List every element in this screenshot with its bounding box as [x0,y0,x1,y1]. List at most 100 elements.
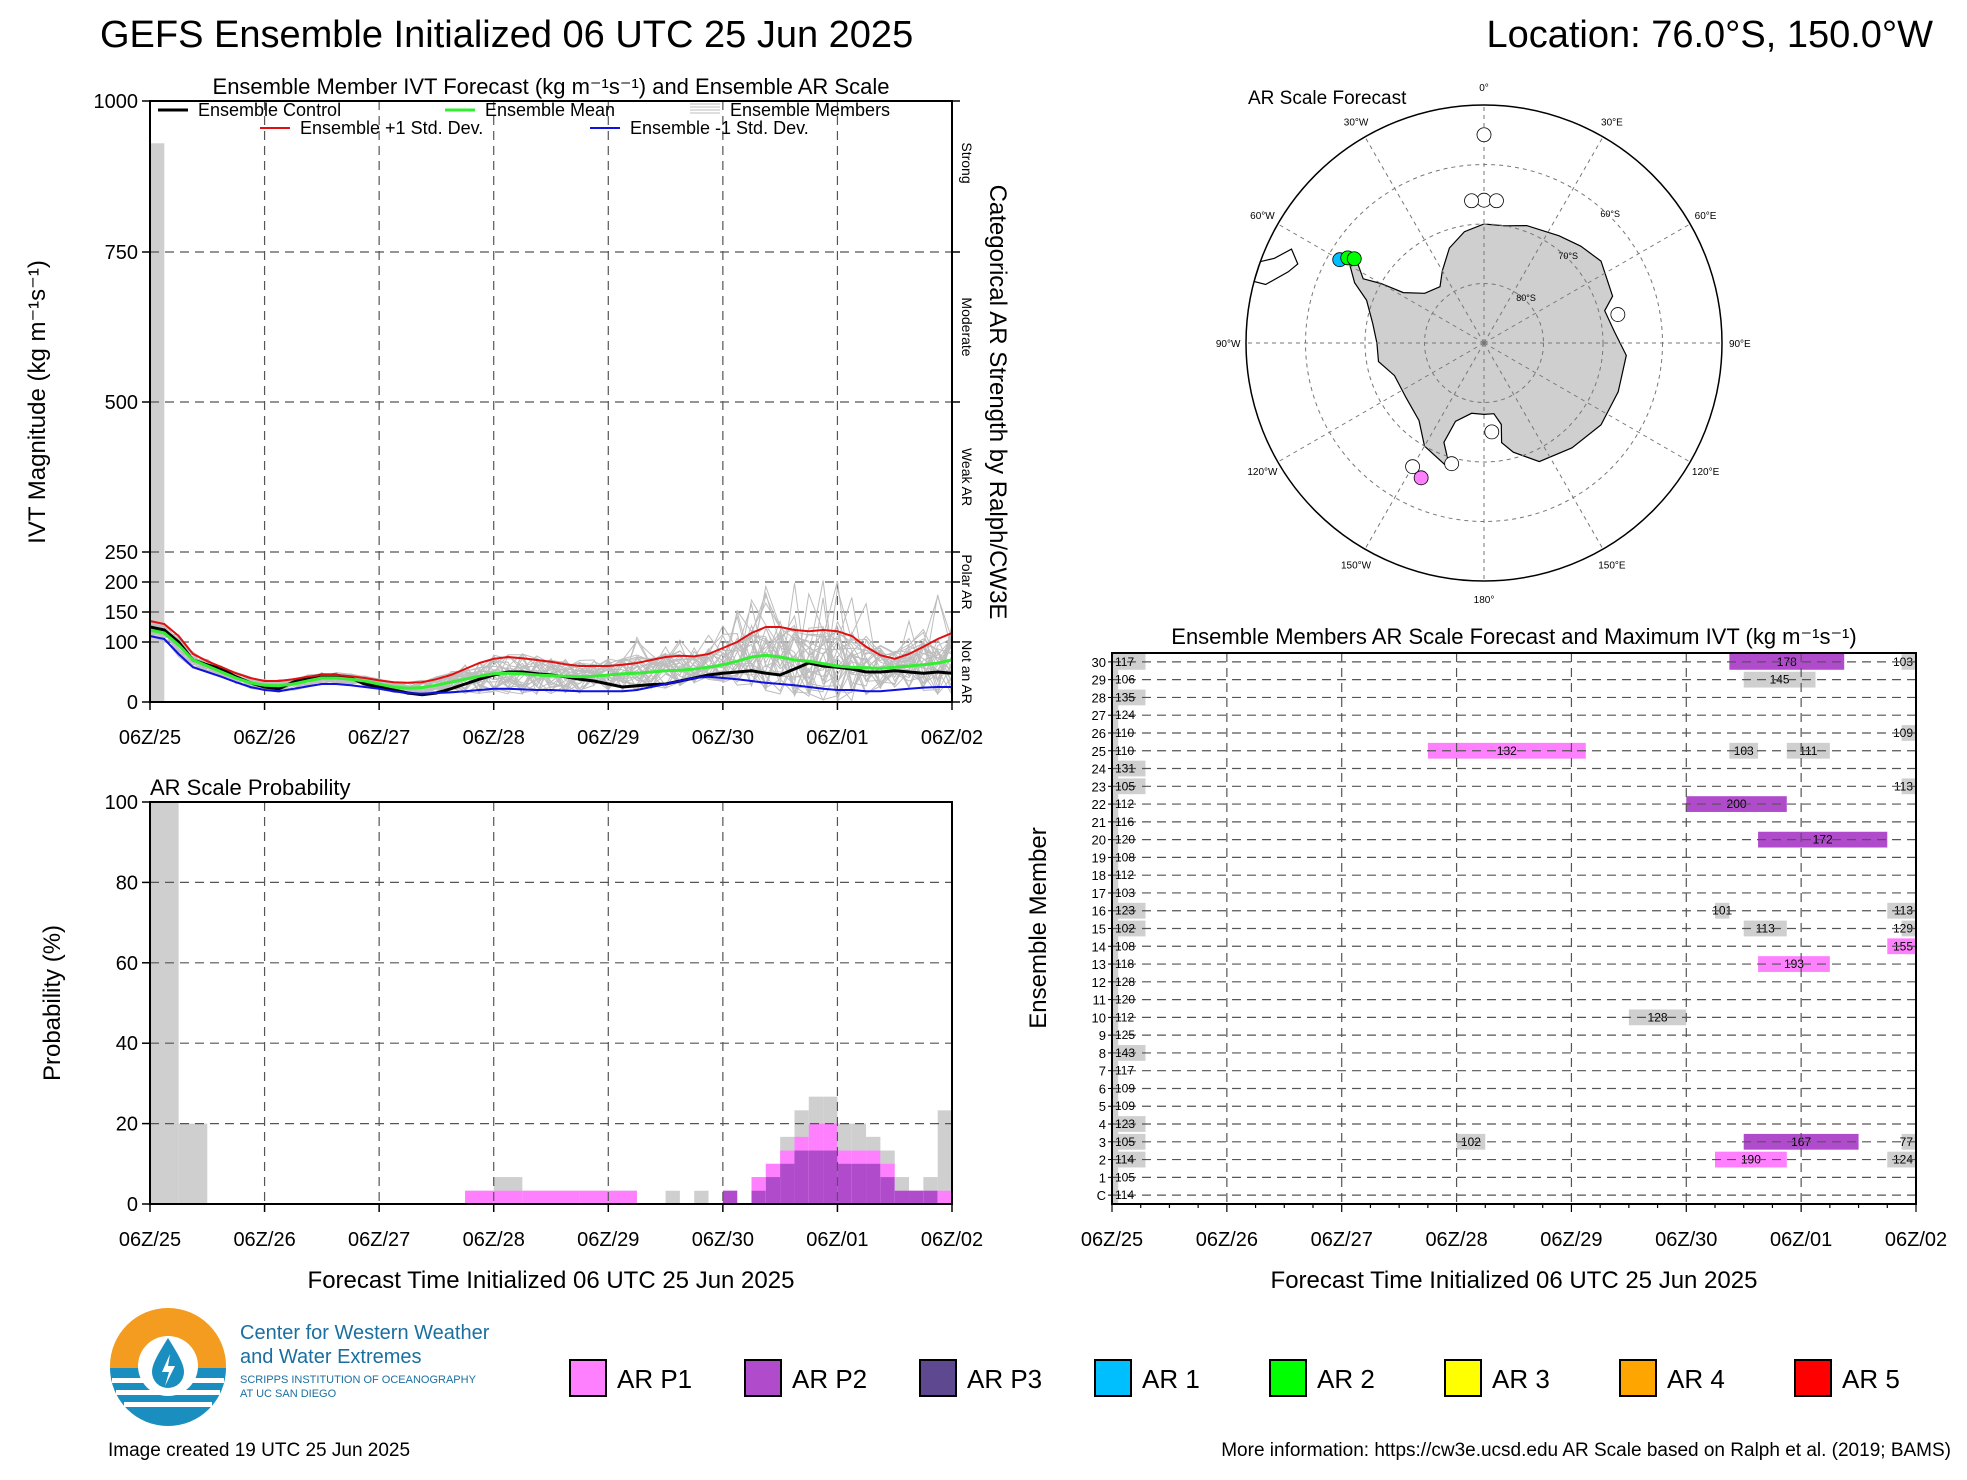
member-label: 8 [1099,1046,1106,1061]
member-event-label: 113 [1894,904,1913,918]
ivt-ytick-label: 0 [127,692,138,714]
member-initial-ivt: 112 [1115,1010,1134,1024]
initial-ivt-bar [150,143,165,702]
prob-ytick-label: 80 [116,872,138,894]
prob-ylabel: Probability (%) [39,925,66,1081]
marker-8 [1476,192,1492,208]
legend-label-6: AR 4 [1667,1364,1725,1394]
prob-xtick-label: 06Z/29 [577,1229,639,1251]
prob-xtick-label: 06Z/25 [119,1229,181,1251]
ivt-ytick-label: 1000 [94,91,139,113]
map-lon-label: 30°W [1344,117,1369,128]
prob-bar-gray [178,1123,208,1204]
prob-bar-gray [150,802,179,1204]
map-lon-label: 90°W [1216,339,1241,350]
prob-xtick-label: 06Z/28 [463,1229,525,1251]
legend-members-label: Ensemble Members [730,100,890,120]
ar-scale-map: AR Scale Forecast 0° 30°E 60°E 90°E 120°E 150°… [1216,83,1751,606]
member-initial-ivt: 120 [1115,993,1135,1007]
member-event-bar [1715,902,1730,919]
member-initial-ivt: 123 [1115,904,1135,918]
marker-12 [1484,424,1500,440]
map-lon-label: 60°W [1250,211,1275,222]
member-initial-ivt: 116 [1115,815,1134,829]
member-event-label: 124 [1893,1153,1913,1167]
prob-bar-p1 [522,1190,551,1204]
prob-panel-title: AR Scale Probability [150,775,351,800]
map-lat-label: 60°S [1600,209,1620,219]
legend-swatch-0 [569,1359,607,1397]
member-initial-ivt: 118 [1115,957,1134,971]
prob-bar-p1 [937,1190,952,1204]
legend-swatch-7 [1794,1359,1832,1397]
legend-swatch-3 [1094,1359,1132,1397]
prob-bar-p2 [765,1177,781,1204]
map-title: AR Scale Forecast [1248,88,1407,109]
prob-xtick-label: 06Z/30 [692,1229,754,1251]
member-initial-ivt: 105 [1115,779,1135,793]
map-lat-label: 70°S [1558,251,1578,261]
member-initial-ivt: 106 [1115,673,1135,687]
prob-bar-p2 [851,1163,867,1204]
map-lon-label: 90°E [1729,339,1751,350]
ar-category-label: Not an AR [959,640,975,704]
ivt-xtick-label: 06Z/25 [119,727,181,749]
prob-bar-gray [665,1190,680,1204]
prob-bar-p1 [493,1190,523,1204]
map-lon-label: 0° [1479,83,1489,94]
ivt-ytick-label: 750 [105,242,138,264]
marker-6 [1444,456,1460,472]
legend-label-5: AR 3 [1492,1364,1550,1394]
member-label: 18 [1092,868,1106,883]
member-event-bar [1729,654,1845,670]
prob-bar-p2 [808,1150,824,1204]
member-initial-ivt: 143 [1115,1046,1135,1060]
ivt-xtick-label: 06Z/01 [806,727,868,749]
member-event-label: 155 [1893,939,1913,953]
member-event-label: 101 [1712,904,1732,918]
member-label: 19 [1092,850,1106,865]
prob-ytick-label: 0 [127,1194,138,1216]
south-america-tip [1253,248,1299,286]
member-initial-ivt: 108 [1115,939,1135,953]
member-label: 29 [1092,673,1106,688]
prob-bar-p1 [608,1190,637,1204]
member-label: 4 [1099,1117,1106,1132]
prob-bar-p1 [551,1190,580,1204]
ivt-xtick-label: 06Z/29 [577,727,639,749]
member-label: 13 [1092,957,1106,972]
member-initial-ivt: 123 [1115,1117,1135,1131]
prob-bar-p1 [465,1190,494,1204]
ensemble-member-line [149,630,953,696]
member-event-label: 113 [1894,779,1913,793]
map-lat-label: 80°S [1516,293,1536,303]
marker-11 [1610,307,1626,322]
member-label: 27 [1092,708,1106,723]
ensemble-member-line [149,580,953,701]
map-lon-label: 120°E [1692,467,1720,478]
prob-ytick-label: 20 [116,1114,138,1136]
member-event-bar [1686,796,1787,812]
legend-control-label: Ensemble Control [198,100,341,120]
ivt-ytick-label: 100 [105,632,138,654]
legend-label-7: AR 5 [1842,1364,1900,1394]
member-label: 6 [1099,1081,1106,1096]
legend-label-4: AR 2 [1317,1364,1375,1394]
marker-9 [1464,193,1479,209]
member-label: 25 [1092,744,1106,759]
logo-line-1: Center for Western Weather [240,1322,490,1344]
member-label: 5 [1099,1099,1106,1114]
timeline-xtick-label: 06Z/26 [1196,1229,1258,1251]
member-initial-ivt: 112 [1115,797,1134,811]
member-event-label: 103 [1893,655,1913,669]
member-label: 12 [1092,975,1106,990]
prob-bar-p1 [579,1190,609,1204]
logo-line-3: SCRIPPS INSTITUTION OF OCEANOGRAPHY [240,1374,476,1386]
member-initial-ivt: 125 [1115,1028,1135,1042]
timeline-xlabel: Forecast Time Initialized 06 UTC 25 Jun … [1271,1267,1758,1294]
member-label: 23 [1092,779,1106,794]
legend-label-2: AR P3 [967,1364,1042,1394]
legend-swatch-6 [1619,1359,1657,1397]
member-label: 17 [1092,886,1106,901]
